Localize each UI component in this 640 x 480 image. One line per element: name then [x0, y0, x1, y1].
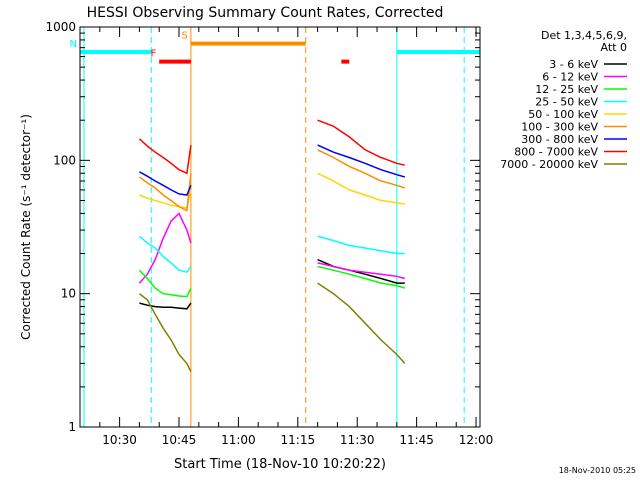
legend-label: 3 - 6 keV: [549, 58, 598, 71]
legend-label: 12 - 25 keV: [535, 83, 598, 96]
legend-label: 25 - 50 keV: [535, 96, 598, 109]
legend-label: 300 - 800 keV: [521, 133, 598, 146]
x-tick-label: 11:00: [221, 433, 256, 447]
legend-title-line2: Att 0: [601, 41, 627, 54]
series-lines: [138, 119, 406, 373]
legend-label: 100 - 300 keV: [521, 121, 598, 134]
series-line-5-seg-1: [139, 189, 192, 209]
x-tick-label: 10:30: [102, 433, 137, 447]
footer-timestamp: 18-Nov-2010 05:25: [559, 466, 636, 475]
y-tick-label: 1000: [45, 20, 76, 34]
series-line-2-seg-1: [138, 212, 192, 284]
legend-label: 7000 - 20000 keV: [500, 158, 598, 171]
series-line-6-seg-1: [138, 173, 192, 212]
series-line-7-seg-1: [139, 171, 192, 196]
series-line-1-seg-1: [139, 302, 192, 310]
x-tick-label: 11:15: [281, 433, 316, 447]
series-line-9-seg-1: [138, 293, 192, 373]
x-tick-label: 11:30: [340, 433, 375, 447]
series-line-7-seg-2: [317, 144, 406, 178]
series-line-2-seg-2: [317, 262, 405, 280]
flag-label-n: N: [70, 39, 77, 50]
legend-title-line1: Det 1,3,4,5,6,9,: [541, 29, 627, 42]
vertical-markers: [83, 27, 465, 427]
flag-bars: N S F: [70, 31, 480, 64]
x-tick-label: 11:45: [399, 433, 434, 447]
plot-frame: [79, 26, 481, 428]
y-tick-label: 10: [61, 287, 76, 301]
series-line-3-seg-2: [317, 265, 406, 289]
legend-label: 6 - 12 keV: [542, 71, 598, 84]
y-axis: 1 10 100 1000: [45, 20, 480, 434]
series-line-6-seg-2: [317, 149, 406, 189]
chart-title: HESSI Observing Summary Count Rates, Cor…: [87, 5, 444, 21]
x-tick-label: 12:00: [459, 433, 494, 447]
x-tick-label: 10:45: [162, 433, 197, 447]
y-tick-label: 1: [68, 420, 76, 434]
y-tick-label: 100: [53, 153, 76, 167]
series-line-4-seg-1: [138, 235, 192, 274]
flag-label-s: S: [182, 31, 188, 42]
flag-label-f: F: [150, 49, 156, 60]
series-line-9-seg-2: [317, 282, 406, 364]
series-line-3-seg-1: [138, 269, 192, 298]
series-line-8-seg-1: [138, 138, 192, 175]
legend-label: 800 - 7000 keV: [514, 146, 598, 159]
x-axis: 10:30 10:45 11:00 11:15 11:30 11:45 12:00: [79, 27, 494, 447]
legend-label: 50 - 100 keV: [528, 108, 598, 121]
y-axis-label: Corrected Count Rate (s⁻¹ detector⁻¹): [19, 114, 33, 340]
series-line-8-seg-2: [317, 119, 405, 166]
x-axis-label: Start Time (18-Nov-10 10:20:22): [174, 457, 386, 472]
series-line-4-seg-2: [317, 235, 405, 255]
series-line-5-seg-2: [317, 172, 405, 205]
